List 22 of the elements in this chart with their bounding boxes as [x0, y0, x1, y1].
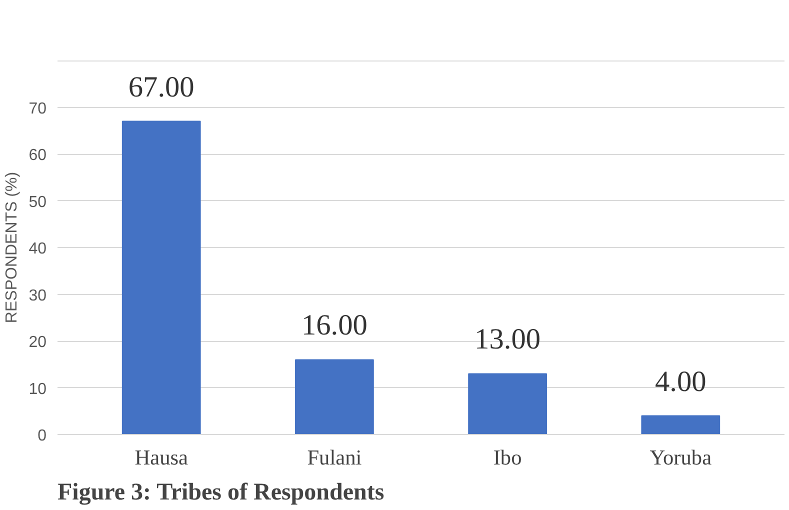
y-tick-label: 0	[38, 428, 47, 444]
y-tick-label: 40	[28, 240, 47, 258]
y-tick-label: 50	[28, 194, 47, 211]
y-tick-label: 20	[28, 334, 47, 351]
bar	[295, 359, 374, 434]
x-tick-label: Fulani	[307, 446, 362, 470]
data-label: 13.00	[474, 324, 541, 356]
bar	[122, 120, 201, 434]
y-tick-label: 30	[28, 287, 47, 304]
y-tick-label: 70	[28, 100, 47, 118]
y-tick-label: 60	[28, 147, 47, 164]
y-tick-label: 10	[28, 380, 47, 398]
text: Figure 3: Tribes of Respondents	[58, 480, 384, 506]
data-label: 4.00	[654, 366, 706, 398]
data-label: 16.00	[301, 310, 368, 342]
bar	[641, 415, 720, 434]
x-tick-label: Yoruba	[650, 446, 712, 470]
x-tick-label: Hausa	[134, 446, 189, 470]
bar	[468, 373, 547, 434]
data-label: 67.00	[128, 71, 194, 104]
x-tick-label: Ibo	[493, 446, 522, 470]
y-axis-title: RESPONDENTS (%)	[4, 172, 21, 324]
